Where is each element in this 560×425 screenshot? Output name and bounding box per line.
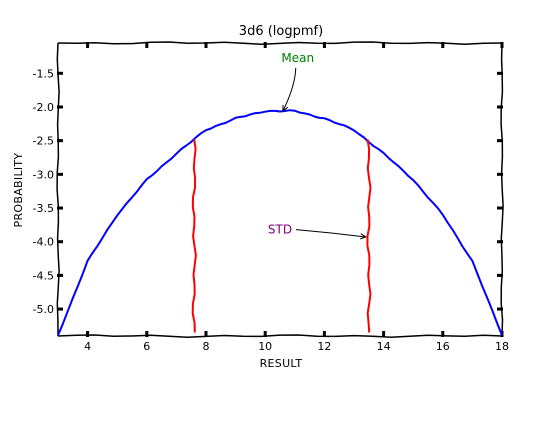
y-tick-label: -1.5 xyxy=(33,67,54,80)
y-tick-label: -2.5 xyxy=(33,135,54,148)
x-tick-label: 12 xyxy=(317,340,331,353)
frame-top xyxy=(57,41,503,46)
y-tick-label: -4.0 xyxy=(33,236,54,249)
x-tick-label: 10 xyxy=(258,340,272,353)
std-annotation-arrowhead xyxy=(360,233,367,240)
y-tick-label: -4.5 xyxy=(33,269,54,282)
mean-annotation-label: Mean xyxy=(281,51,314,65)
mean-annotation-arrow xyxy=(282,67,297,112)
x-tick-label: 6 xyxy=(143,340,150,353)
frame-left xyxy=(56,42,60,337)
std-line xyxy=(191,139,197,333)
y-tick-label: -3.0 xyxy=(33,168,54,181)
std-line xyxy=(366,139,372,333)
y-tick-label: -5.0 xyxy=(33,303,54,316)
x-tick-label: 16 xyxy=(436,340,450,353)
frame-right xyxy=(500,42,504,337)
std-annotation-arrow xyxy=(295,229,366,238)
frame-bottom xyxy=(57,334,503,339)
mean-annotation-arrowhead xyxy=(282,104,289,113)
y-axis-label: PROBABILITY xyxy=(12,153,25,228)
y-tick-label: -3.5 xyxy=(33,202,54,215)
series-line xyxy=(57,109,503,336)
x-tick-label: 8 xyxy=(203,340,210,353)
x-tick-label: 14 xyxy=(377,340,391,353)
std-annotation-label: STD xyxy=(268,223,292,237)
y-tick-label: -2.0 xyxy=(33,101,54,114)
x-tick-label: 4 xyxy=(84,340,91,353)
x-axis-label: RESULT xyxy=(260,357,303,370)
chart-title: 3d6 (logpmf) xyxy=(239,24,323,39)
x-tick-label: 18 xyxy=(495,340,509,353)
